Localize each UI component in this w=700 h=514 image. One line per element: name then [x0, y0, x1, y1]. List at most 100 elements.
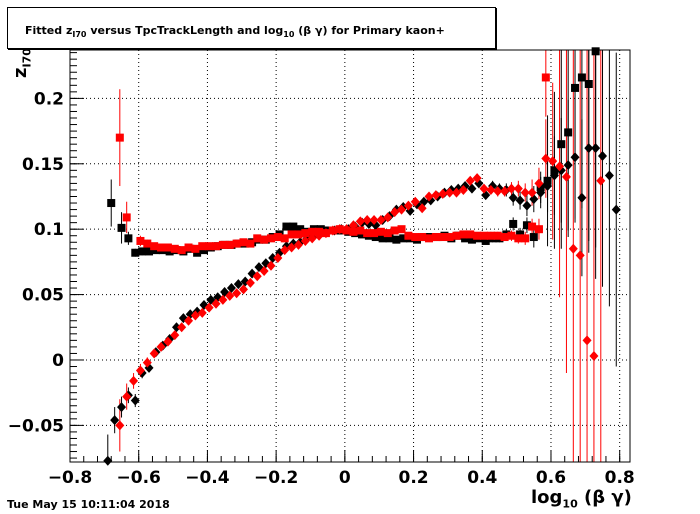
square-marker — [198, 242, 207, 251]
square-marker — [591, 47, 600, 56]
diamond-marker — [129, 375, 139, 386]
square-marker — [378, 234, 387, 243]
square-marker — [493, 231, 502, 240]
y-tick-label: 0.1 — [34, 220, 64, 240]
diamond-marker — [467, 183, 477, 194]
diamond-marker — [293, 239, 303, 250]
diamond-marker — [170, 330, 180, 341]
y-tick-labels: −0.05 0 0.05 0.1 0.15 0.2 — [8, 89, 64, 436]
diamond-marker — [225, 290, 235, 301]
diamond-marker — [479, 183, 489, 194]
square-marker — [507, 231, 516, 240]
diamond-marker — [238, 284, 248, 295]
square-marker — [143, 239, 152, 248]
diamond-marker — [458, 184, 468, 195]
x-tick-label: −0.4 — [185, 468, 230, 488]
square-marker — [404, 231, 413, 240]
square-marker — [301, 229, 310, 238]
diamond-marker — [328, 225, 338, 236]
square-marker — [253, 234, 262, 243]
y-tick-label: −0.05 — [8, 416, 64, 436]
diamond-marker — [548, 156, 558, 167]
diamond-marker — [321, 228, 331, 239]
diamond-marker — [103, 455, 113, 466]
y-tick-label: 0 — [52, 351, 64, 371]
square-marker — [145, 247, 154, 256]
square-marker — [370, 229, 379, 238]
diamond-marker — [598, 150, 608, 161]
diamond-marker — [500, 186, 510, 197]
square-marker — [550, 166, 559, 175]
square-marker — [536, 183, 545, 192]
diamond-marker — [156, 341, 166, 352]
square-marker — [205, 242, 214, 251]
diamond-marker — [561, 171, 571, 182]
square-marker — [177, 246, 186, 255]
diamond-marker — [390, 207, 400, 218]
square-marker — [481, 236, 490, 245]
square-marker — [349, 227, 358, 236]
square-marker — [308, 227, 317, 236]
diamond-marker — [172, 322, 182, 333]
diamond-marker — [589, 351, 599, 362]
y-axis-label: zI70 — [10, 48, 34, 78]
diamond-marker — [555, 161, 565, 172]
diamond-marker — [465, 175, 475, 186]
square-marker — [529, 233, 538, 242]
diamond-marker — [522, 200, 532, 211]
diamond-marker — [300, 235, 310, 246]
diamond-marker — [575, 250, 585, 261]
diamond-marker — [232, 288, 242, 299]
diamond-marker — [417, 203, 427, 214]
diamond-marker — [280, 245, 290, 256]
diamond-marker — [163, 336, 173, 347]
error-bars — [107, 50, 617, 462]
square-marker — [584, 80, 593, 89]
diamond-marker — [515, 195, 525, 206]
title-box: Fitted zI70 versus TpcTrackLength and lo… — [7, 7, 496, 49]
square-marker — [287, 230, 296, 239]
square-marker — [521, 234, 530, 243]
diamond-marker — [190, 310, 200, 321]
square-marker — [150, 242, 159, 251]
diamond-marker — [184, 315, 194, 326]
diamond-marker — [142, 357, 152, 368]
diamond-marker — [110, 415, 120, 426]
diamond-marker — [596, 175, 606, 186]
plot-frame — [69, 49, 631, 463]
diamond-marker — [204, 302, 214, 313]
square-marker — [411, 233, 420, 242]
x-axis-label: log10 (β γ) — [531, 487, 632, 511]
diamond-marker — [506, 183, 516, 194]
diamond-marker — [611, 204, 621, 215]
diamond-marker — [268, 252, 278, 263]
square-marker — [157, 243, 166, 252]
diamond-marker — [584, 143, 594, 154]
diamond-marker — [307, 233, 317, 244]
diamond-marker — [362, 215, 372, 226]
diamond-marker — [536, 187, 546, 198]
square-marker — [534, 225, 543, 234]
diamond-marker — [493, 186, 503, 197]
square-marker — [577, 73, 586, 82]
diamond-marker — [314, 230, 324, 241]
diamond-marker — [342, 224, 352, 235]
square-marker — [356, 226, 365, 235]
x-tick-label: 0.2 — [398, 468, 428, 488]
diamond-marker — [563, 160, 573, 171]
diamond-marker — [577, 192, 587, 203]
square-marker — [500, 233, 509, 242]
square-marker — [260, 235, 269, 244]
diamond-marker — [527, 187, 537, 198]
y-tick-label: 0.05 — [22, 286, 64, 306]
diamond-marker — [266, 260, 276, 271]
square-marker — [107, 199, 116, 208]
square-marker — [136, 236, 145, 245]
diamond-marker — [604, 170, 614, 181]
square-marker — [564, 128, 573, 137]
square-marker — [170, 244, 179, 253]
square-marker — [438, 233, 447, 242]
diamond-marker — [513, 183, 523, 194]
diamond-marker — [135, 365, 145, 376]
square-marker — [239, 238, 248, 247]
